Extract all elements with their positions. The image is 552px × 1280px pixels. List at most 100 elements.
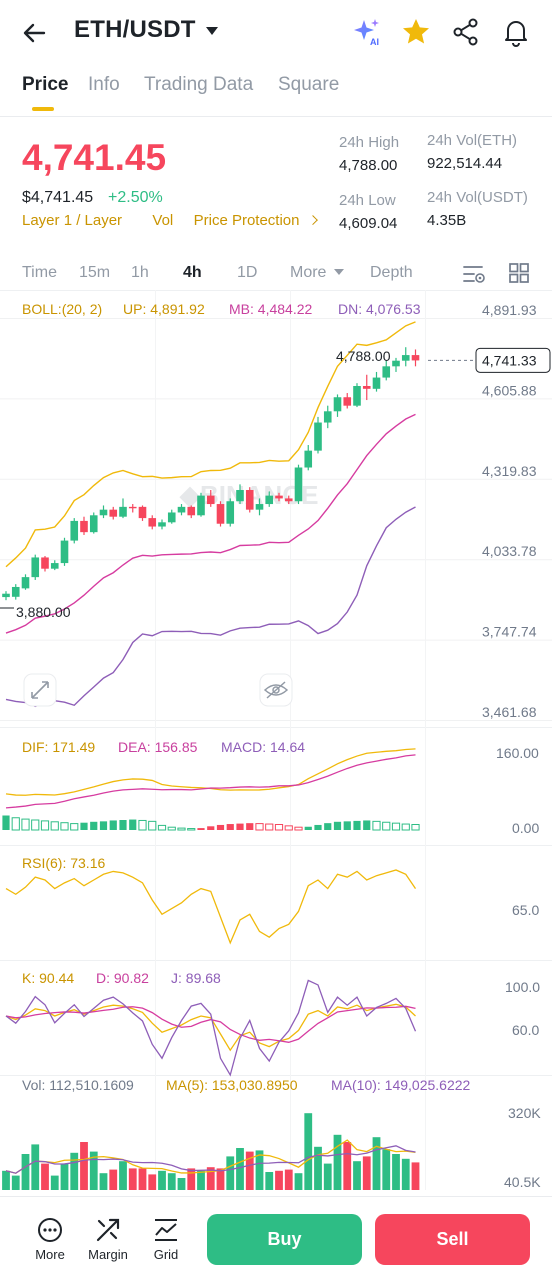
candle-body — [119, 506, 127, 517]
macd-axis-zero: 0.00 — [512, 820, 539, 836]
macd-bar — [294, 826, 303, 831]
volume-bar — [294, 1173, 303, 1190]
tf-depth[interactable]: Depth — [370, 264, 413, 281]
tf-1h[interactable]: 1h — [131, 264, 149, 281]
macd-axis-top: 160.00 — [496, 745, 539, 761]
svg-text:AI: AI — [370, 37, 379, 47]
chevron-right-icon[interactable] — [307, 215, 318, 226]
more-caret-icon[interactable] — [334, 269, 344, 275]
macd-bar — [129, 819, 137, 830]
rsi-panel — [5, 869, 417, 945]
volume-bar — [158, 1170, 166, 1190]
kdj-j-line — [5, 979, 417, 1077]
candle-body — [60, 540, 69, 564]
volume-bar — [2, 1170, 10, 1190]
volume-bar — [362, 1156, 371, 1190]
price-change: +2.50% — [108, 189, 163, 206]
buy-button[interactable]: Buy — [207, 1214, 362, 1265]
more-dots-icon[interactable] — [36, 1216, 64, 1244]
tf-1d[interactable]: 1D — [237, 264, 258, 281]
grid-bot-icon[interactable] — [152, 1216, 180, 1244]
tab-price[interactable]: Price — [22, 74, 69, 95]
indicator-settings-icon[interactable] — [462, 262, 488, 286]
candle-body — [236, 489, 244, 502]
back-arrow-icon[interactable] — [20, 18, 50, 48]
candle-body — [167, 512, 176, 523]
candle-body — [148, 518, 157, 527]
candle-body — [226, 501, 235, 524]
macd-dif: DIF: 171.49 — [22, 739, 95, 755]
layout-grid-icon[interactable] — [508, 262, 530, 284]
macd-bar — [80, 822, 88, 830]
low-value: 4,609.04 — [339, 215, 398, 232]
macd-bar — [90, 821, 98, 830]
candle-body — [177, 506, 186, 513]
candle-body — [382, 366, 391, 378]
vol-eth-value: 922,514.44 — [427, 155, 503, 172]
tab-info[interactable]: Info — [88, 74, 120, 95]
sell-button[interactable]: Sell — [375, 1214, 530, 1265]
tf-time[interactable]: Time — [22, 264, 57, 281]
tf-15m[interactable]: 15m — [79, 264, 111, 281]
macd-bar — [138, 819, 147, 831]
volume-bar — [392, 1154, 400, 1190]
volume-bar — [99, 1173, 108, 1190]
tab-square[interactable]: Square — [278, 74, 340, 95]
candle-body — [275, 495, 283, 499]
macd-bar — [11, 817, 20, 831]
kdj-j: J: 89.68 — [171, 970, 221, 986]
tag-price-protection[interactable]: Price Protection — [193, 212, 300, 229]
macd-bar — [382, 821, 391, 831]
grid-label[interactable]: Grid — [153, 1247, 179, 1262]
more-label[interactable]: More — [35, 1247, 65, 1262]
tag-layer[interactable]: Layer 1 / Layer — [22, 212, 123, 229]
candlestick-chart[interactable]: ◆BINANCE BOLL:(20, 2) UP: 4,891.92 MB: 4… — [0, 290, 552, 1190]
macd-bar — [284, 825, 293, 831]
bell-icon[interactable] — [500, 16, 532, 48]
macd-bar — [343, 821, 351, 830]
macd-bar — [372, 820, 381, 831]
macd-bar — [187, 828, 196, 831]
volume-bar — [372, 1137, 381, 1190]
share-icon[interactable] — [450, 16, 482, 48]
vol-axis-top: 320K — [508, 1105, 541, 1121]
candle-body — [158, 522, 166, 527]
hide-eye-icon[interactable] — [259, 673, 293, 707]
volume-bar — [401, 1158, 410, 1190]
tab-trading-data[interactable]: Trading Data — [144, 74, 254, 95]
tf-more[interactable]: More — [290, 264, 327, 281]
margin-label[interactable]: Margin — [88, 1247, 128, 1262]
tag-row: Layer 1 / Layer Vol Price Protection — [22, 212, 318, 229]
price-axis-label: 4,033.78 — [482, 543, 537, 559]
ai-sparkle-icon[interactable]: AI — [352, 16, 384, 48]
kdj-d-line — [5, 1005, 416, 1043]
macd-bar — [411, 824, 420, 831]
volume-bar — [284, 1169, 293, 1190]
price-axis-label: 4,605.88 — [482, 382, 537, 398]
kdj-panel — [5, 979, 417, 1077]
margin-icon[interactable] — [94, 1216, 122, 1244]
rsi-line — [5, 869, 417, 945]
tag-vol[interactable]: Vol — [152, 212, 174, 229]
macd-bar — [60, 822, 69, 831]
macd-bar — [119, 820, 127, 830]
volume-bar — [255, 1150, 264, 1190]
kdj-k: K: 90.44 — [22, 970, 74, 986]
fullscreen-icon[interactable] — [23, 673, 57, 707]
star-icon[interactable] — [400, 16, 432, 48]
tf-4h[interactable]: 4h — [183, 264, 202, 281]
candle-body — [109, 509, 118, 517]
vol-ma10-line — [5, 1145, 416, 1174]
volume-bar — [382, 1149, 391, 1190]
candle-body — [70, 520, 79, 541]
candle-body — [89, 515, 98, 533]
volume-bar — [236, 1148, 244, 1190]
pair-title[interactable]: ETH/USDT — [74, 16, 196, 43]
kdj-axis-top: 100.0 — [505, 979, 540, 995]
divider — [0, 116, 552, 117]
high-value: 4,788.00 — [339, 157, 398, 174]
chevron-down-icon[interactable] — [206, 27, 218, 35]
volume-bar — [128, 1168, 137, 1190]
candle-body — [323, 411, 332, 423]
high-label: 24h High — [339, 134, 400, 151]
